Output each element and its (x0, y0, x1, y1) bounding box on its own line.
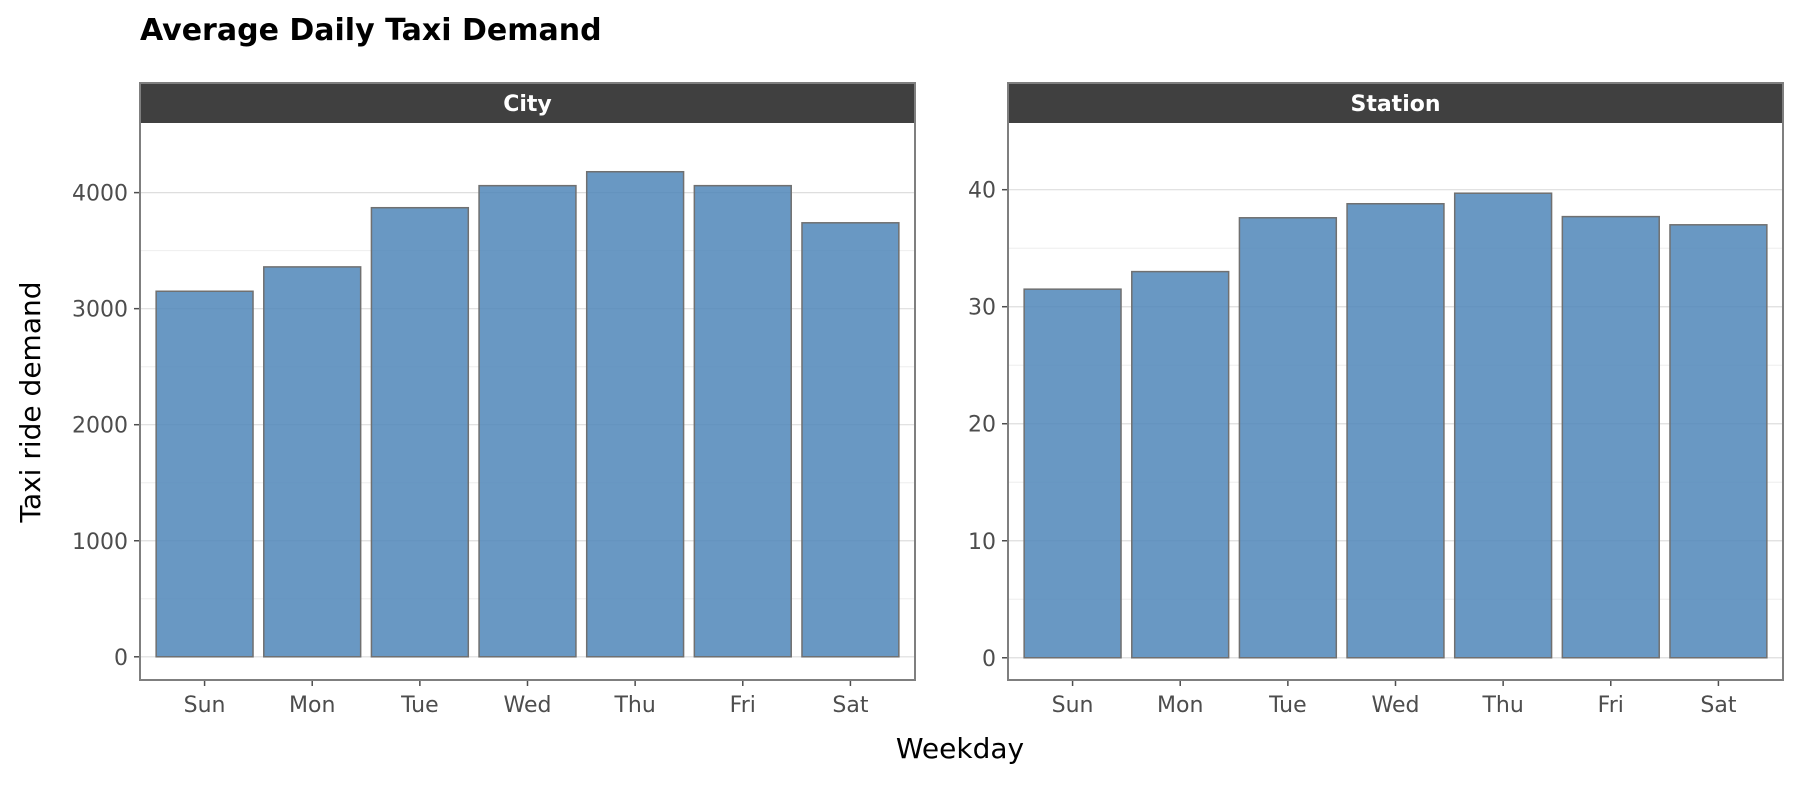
y-tick-label: 20 (968, 413, 996, 438)
facet-strip-label-station: Station (1350, 92, 1440, 117)
panel-border-station (1007, 82, 1784, 681)
x-tick-label: Tue (400, 693, 439, 718)
bar-station-thu (1453, 192, 1553, 659)
bar-station-sat (1669, 224, 1768, 659)
x-tick-label: Thu (1481, 693, 1523, 718)
facet-city: City 0 1000 2000 3000 4000 Sun Mon Tue Wed Thu Fri S… (72, 82, 916, 718)
y-tick-label: 40 (968, 179, 996, 204)
y-tick-label: 4000 (72, 182, 128, 207)
bar-city-sat (801, 222, 900, 658)
x-tick-label: Tue (1268, 693, 1307, 718)
chart-title: Average Daily Taxi Demand (140, 13, 602, 48)
facet-strip-city (140, 83, 915, 123)
bar-city-tue (370, 206, 470, 658)
y-tick-label: 0 (114, 646, 128, 671)
facet-strip-station (1008, 83, 1783, 123)
panel-border-city (139, 82, 916, 681)
x-tick-label: Fri (1598, 693, 1624, 718)
x-tick-label: Sat (832, 693, 868, 718)
bar-city-sun (155, 290, 254, 658)
bar-station-wed (1346, 202, 1445, 659)
x-tick-label: Wed (1372, 693, 1420, 718)
bar-station-mon (1131, 270, 1230, 659)
bar-station-sun (1023, 288, 1122, 659)
x-tick-label: Fri (730, 693, 756, 718)
x-tick-label: Thu (613, 693, 655, 718)
x-tick-label: Wed (504, 693, 552, 718)
y-tick-label: 3000 (72, 298, 128, 323)
x-axis-label: Weekday (896, 732, 1024, 765)
bar-city-fri (693, 184, 792, 658)
bar-city-thu (585, 170, 685, 658)
facet-strip-label-city: City (503, 92, 552, 117)
bar-station-tue (1238, 217, 1338, 659)
x-tick-label: Sun (184, 693, 226, 718)
y-tick-label: 30 (968, 296, 996, 321)
facet-station: Station 0 10 20 30 40 Sun Mon Tue Wed Thu Fri Sat (968, 82, 1784, 718)
x-tick-label: Mon (289, 693, 335, 718)
y-tick-label: 10 (968, 530, 996, 555)
bar-station-fri (1561, 215, 1660, 659)
x-tick-label: Mon (1157, 693, 1203, 718)
x-tick-label: Sat (1700, 693, 1736, 718)
bar-city-mon (263, 266, 362, 658)
bar-city-wed (478, 184, 577, 658)
x-tick-label: Sun (1052, 693, 1094, 718)
y-tick-label: 2000 (72, 414, 128, 439)
y-tick-label: 0 (982, 647, 996, 672)
y-axis-label: Taxi ride demand (14, 281, 47, 523)
y-tick-label: 1000 (72, 530, 128, 555)
